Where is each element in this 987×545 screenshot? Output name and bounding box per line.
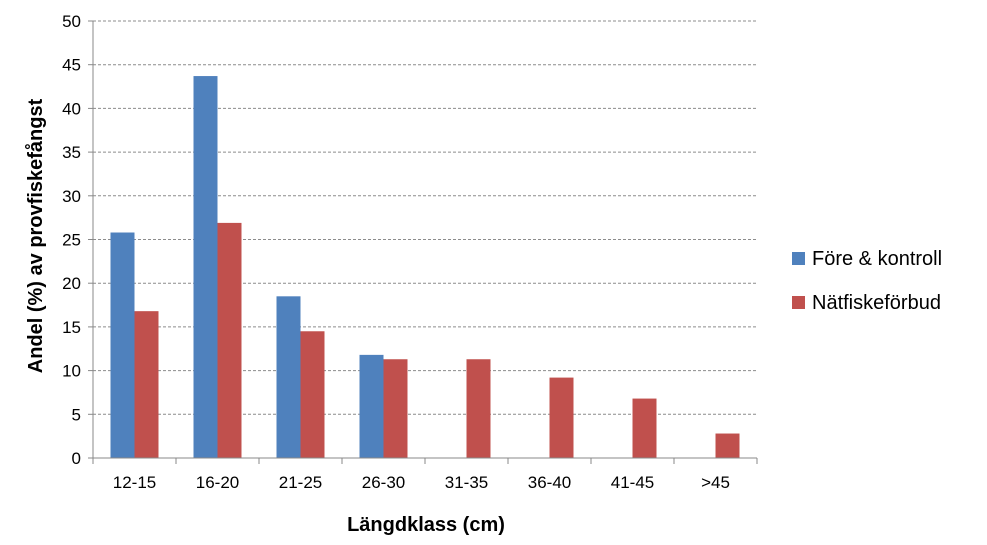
- grid-lines: [93, 20, 757, 415]
- x-tick-label: >45: [701, 473, 730, 492]
- y-tick-label: 5: [72, 405, 81, 424]
- bar-fore-kontroll-3: [359, 354, 384, 458]
- y-tick-label: 20: [62, 274, 81, 293]
- legend-label-natfiskeforbud: Nätfiskeförbud: [812, 292, 941, 314]
- y-tick-label: 15: [62, 318, 81, 337]
- legend-swatch-natfiskeforbud: [792, 296, 805, 309]
- legend-label-fore-kontroll: Före & kontroll: [812, 248, 942, 270]
- bar-fore-kontroll-2: [276, 296, 301, 458]
- y-tick-label: 40: [62, 99, 81, 118]
- y-tick-label: 50: [62, 12, 81, 31]
- bar-natfiskeforbud-1: [217, 222, 242, 458]
- axes: [88, 20, 758, 464]
- x-tick-label: 12-15: [113, 473, 156, 492]
- legend-swatch-fore-kontroll: [792, 252, 805, 265]
- bars: [110, 76, 740, 458]
- x-tick-label: 16-20: [196, 473, 239, 492]
- bar-natfiskeforbud-5: [549, 377, 574, 458]
- y-tick-label: 25: [62, 231, 81, 250]
- bar-fore-kontroll-0: [110, 232, 135, 458]
- bar-fore-kontroll-1: [193, 76, 218, 458]
- bar-natfiskeforbud-4: [466, 359, 491, 458]
- bar-natfiskeforbud-6: [632, 398, 657, 458]
- x-tick-label: 41-45: [611, 473, 654, 492]
- x-tick-label: 26-30: [362, 473, 405, 492]
- y-axis-title: Andel (%) av provfiskefångst: [24, 98, 47, 373]
- bar-natfiskeforbud-7: [715, 433, 740, 458]
- x-tick-label: 36-40: [528, 473, 571, 492]
- y-tick-label: 30: [62, 187, 81, 206]
- bar-natfiskeforbud-2: [300, 331, 325, 458]
- bar-natfiskeforbud-3: [383, 359, 408, 458]
- x-axis-title: Längdklass (cm): [347, 514, 505, 536]
- tick-labels: 0 5 10 15 20 25 30 35 40 45 50 12-15 16-20 21-25 26-30…: [62, 12, 730, 492]
- legend: Före & kontroll Nätfiskeförbud: [792, 248, 942, 314]
- y-tick-label: 35: [62, 143, 81, 162]
- bar-natfiskeforbud-0: [134, 311, 159, 458]
- y-tick-label: 10: [62, 362, 81, 381]
- x-tick-label: 31-35: [445, 473, 488, 492]
- x-tick-label: 21-25: [279, 473, 322, 492]
- y-tick-label: 45: [62, 56, 81, 75]
- y-tick-label: 0: [72, 449, 81, 468]
